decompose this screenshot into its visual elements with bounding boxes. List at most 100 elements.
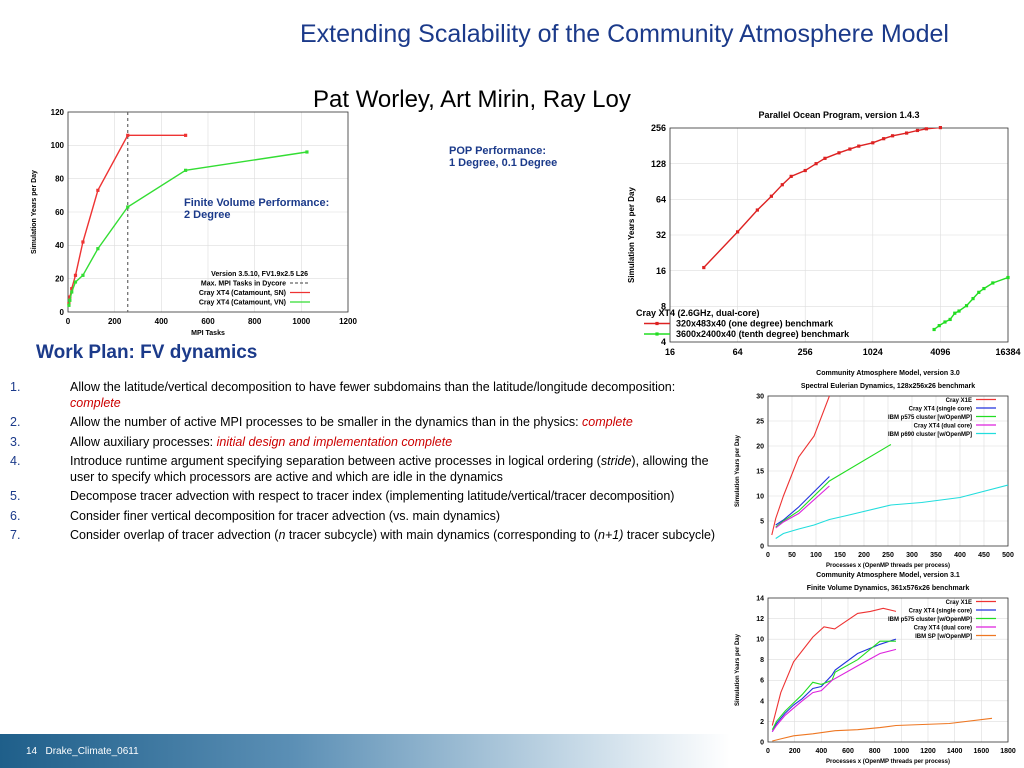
y-tick-label: 4 <box>661 337 666 347</box>
x-tick-label: 200 <box>858 552 870 559</box>
work-plan-item-number: 5. <box>10 489 21 503</box>
y-tick-label: 10 <box>756 637 764 644</box>
work-plan-item-text: complete <box>70 395 121 410</box>
data-point <box>823 156 827 160</box>
work-plan-item-text: complete <box>582 415 633 429</box>
data-point <box>184 168 188 172</box>
data-point <box>964 304 969 308</box>
series-line <box>771 648 897 733</box>
x-tick-label: 800 <box>248 317 262 326</box>
y-tick-label: 10 <box>756 493 764 500</box>
legend-header: Version 3.5.10, FV1.9x2.5 L26 <box>211 271 308 278</box>
series-line <box>933 276 1008 331</box>
x-tick-label: 150 <box>834 552 846 559</box>
y-tick-label: 16 <box>656 266 666 276</box>
fv-note-line1: Finite Volume Performance: <box>184 197 330 209</box>
data-point <box>81 273 85 277</box>
work-plan-item-text: Decompose tracer advection with respect … <box>70 489 675 503</box>
data-point <box>67 303 71 307</box>
work-plan-item-number: 1. <box>10 380 21 394</box>
y-tick-label: 32 <box>656 230 666 240</box>
legend-label: 3600x2400x40 (tenth degree) benchmark <box>676 329 850 339</box>
x-tick-label: 1400 <box>947 748 963 755</box>
series-line <box>775 476 830 526</box>
y-tick-label: 2 <box>760 719 764 726</box>
data-point <box>871 141 875 145</box>
slide-authors: Pat Worley, Art Mirin, Ray Loy <box>313 86 631 113</box>
fv-performance-note: Finite Volume Performance: 2 Degree <box>184 197 329 221</box>
legend-label: IBM p690 cluster [w/OpenMP] <box>888 432 972 438</box>
y-axis-label: Simulation Years per Day <box>31 170 38 254</box>
data-point <box>81 240 85 244</box>
series-line <box>771 607 897 726</box>
pop-performance-note: POP Performance: 1 Degree, 0.1 Degree <box>449 145 557 169</box>
x-tick-label: 1800 <box>1000 748 1016 755</box>
work-plan-title: Work Plan: FV dynamics <box>36 342 258 363</box>
series-line <box>775 484 1008 539</box>
data-point <box>837 151 841 155</box>
x-tick-label: 100 <box>810 552 822 559</box>
data-point <box>736 230 740 234</box>
data-point <box>982 286 986 291</box>
legend-label: 320x483x40 (one degree) benchmark <box>676 319 834 329</box>
x-tick-label: 1200 <box>920 748 936 755</box>
work-plan-item: 1. Allow the latitude/vertical decomposit… <box>0 380 720 411</box>
work-plan-item: 4. Introduce runtime argument specifying … <box>0 454 720 485</box>
x-tick-label: 350 <box>930 552 942 559</box>
footer-label: 14 Drake_Climate_0611 <box>26 746 139 757</box>
legend-label: IBM SP [w/OpenMP] <box>915 634 972 640</box>
legend-label: Cray XT4 (single core) <box>909 609 972 615</box>
x-tick-label: 200 <box>789 748 801 755</box>
y-tick-label: 6 <box>760 678 764 685</box>
legend-label: IBM p575 cluster [w/OpenMP] <box>888 415 972 421</box>
data-point <box>957 309 961 313</box>
chart-subtitle: Finite Volume Dynamics, 361x576x26 bench… <box>807 585 970 592</box>
x-tick-label: 1024 <box>863 347 883 357</box>
y-tick-label: 14 <box>756 595 764 602</box>
x-tick-label: 800 <box>869 748 881 755</box>
legend-label: Max. MPI Tasks in Dycore <box>201 281 286 288</box>
y-tick-label: 8 <box>661 301 666 311</box>
data-point <box>848 147 852 151</box>
data-point <box>780 183 784 187</box>
x-tick-label: 400 <box>815 748 827 755</box>
data-point <box>932 327 936 332</box>
x-axis-label: Processes x (OpenMP threads per process) <box>826 563 950 569</box>
y-tick-label: 30 <box>756 393 764 400</box>
y-axis-label: Simulation Years per Day <box>735 434 741 507</box>
y-tick-label: 0 <box>60 308 65 317</box>
work-plan-item-text: n+1) <box>598 528 624 542</box>
footer-bar <box>0 734 730 768</box>
x-tick-label: 64 <box>733 347 743 357</box>
work-plan-item: 6. Consider finer vertical decomposition … <box>0 509 720 525</box>
legend-label: IBM p575 cluster [w/OpenMP] <box>888 617 972 623</box>
data-point <box>70 290 74 294</box>
y-axis-label: Simulation Years per Day <box>627 187 636 283</box>
x-tick-label: 16384 <box>995 347 1020 357</box>
x-tick-label: 600 <box>201 317 215 326</box>
data-point <box>702 265 706 270</box>
work-plan-item-number: 3. <box>10 434 21 449</box>
series-line <box>775 485 830 529</box>
chart-title: Community Atmosphere Model, version 3.0 <box>816 370 960 377</box>
y-tick-label: 8 <box>760 657 764 664</box>
x-axis-label: MPI Tasks <box>191 330 225 337</box>
x-tick-label: 256 <box>798 347 813 357</box>
work-plan-item-text: initial design and implementation comple… <box>216 434 453 449</box>
work-plan-item-number: 6. <box>10 508 21 523</box>
legend-marker <box>655 321 659 326</box>
data-point <box>70 287 74 291</box>
chart-title: Community Atmosphere Model, version 3.1 <box>816 572 960 579</box>
legend-marker <box>655 332 659 336</box>
legend-label: Cray X1E <box>946 600 972 606</box>
legend-label: Cray XT4 (Catamount, VN) <box>199 300 286 307</box>
series-line <box>772 717 993 742</box>
work-plan-item-text: Allow the latitude/vertical decompositio… <box>70 380 676 394</box>
x-tick-label: 400 <box>155 317 169 326</box>
data-point <box>948 317 952 322</box>
data-point <box>991 281 995 285</box>
y-tick-label: 0 <box>760 739 764 746</box>
series-line <box>771 396 830 536</box>
